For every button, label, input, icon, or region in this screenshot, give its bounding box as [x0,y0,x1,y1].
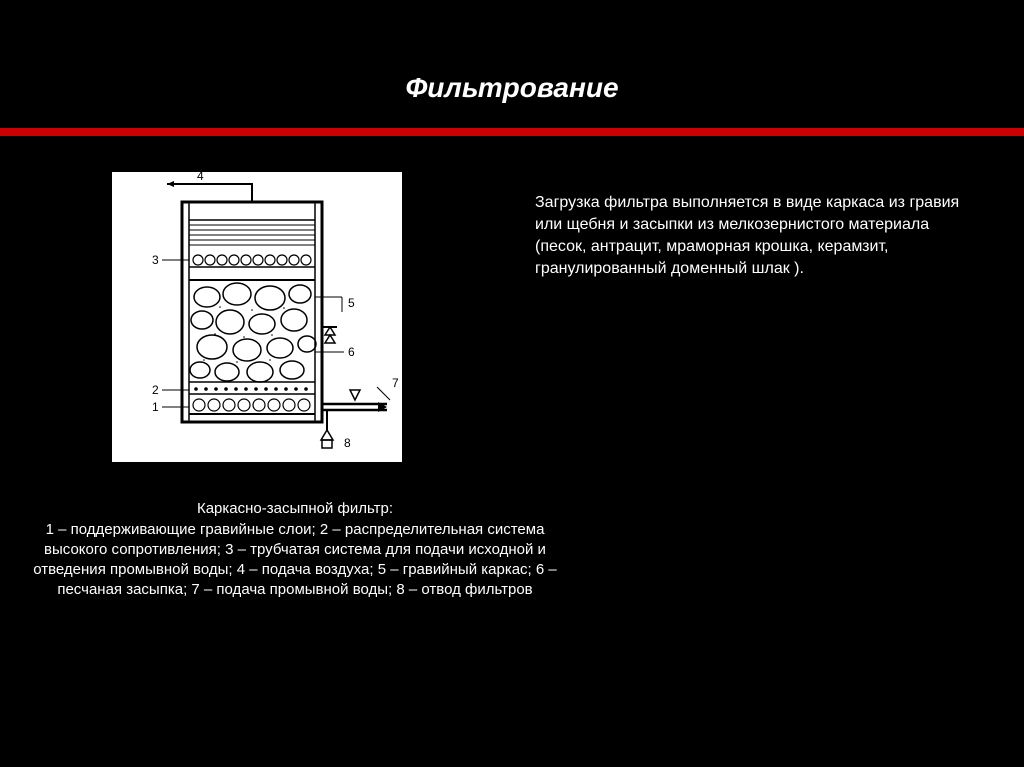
accent-bar [0,128,1024,136]
label-3: 3 [152,253,159,267]
label-2: 2 [152,383,159,397]
filter-diagram: 3 2 1 4 5 6 7 8 [112,172,402,462]
caption-legend: 1 – поддерживающие гравийные слои; 2 – р… [30,520,560,600]
label-4: 4 [197,172,204,183]
label-8: 8 [344,436,351,450]
filter-schematic-svg: 3 2 1 4 5 6 7 8 [112,172,402,462]
label-6: 6 [348,345,355,359]
description-paragraph: Загрузка фильтра выполняется в виде карк… [535,192,975,280]
label-1: 1 [152,400,159,414]
label-5: 5 [348,296,355,310]
slide-title: Фильтрование [0,72,1024,104]
label-7: 7 [392,376,399,390]
caption-heading: Каркасно-засыпной фильтр: [30,500,560,517]
